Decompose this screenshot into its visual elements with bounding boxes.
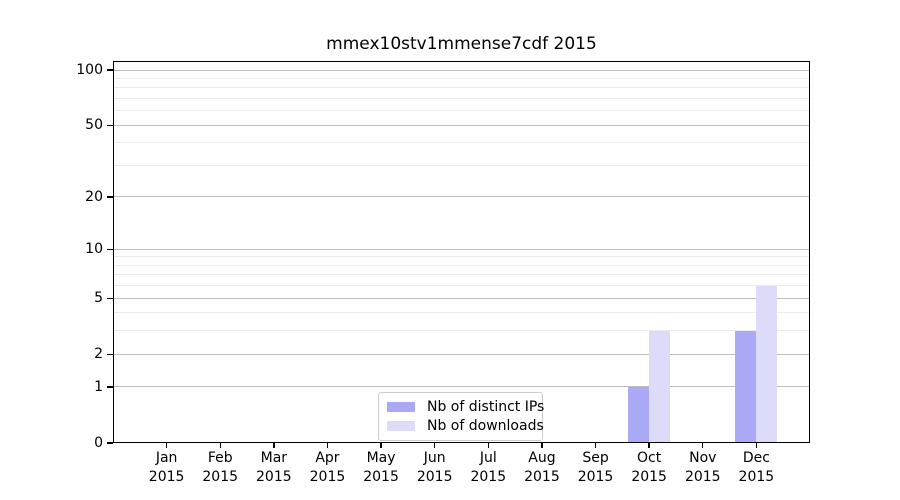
x-tick-label: Sep 2015 (556, 449, 636, 487)
y-gridline-major (113, 353, 810, 355)
x-tick-label: Oct 2015 (609, 449, 689, 487)
x-tick-label: Jan 2015 (127, 449, 207, 487)
x-tick-year: 2015 (363, 469, 399, 485)
bar-distinct-ips (628, 387, 650, 443)
x-tick-label: Jun 2015 (395, 449, 475, 487)
x-tick (380, 443, 382, 448)
y-tick-label: 20 (85, 188, 103, 205)
x-tick-month: Jul (479, 450, 497, 466)
x-tick-month: May (366, 450, 396, 466)
y-gridline-major (113, 297, 810, 299)
y-gridline-major (113, 124, 810, 126)
y-gridline-major (113, 248, 810, 250)
x-tick-label: Nov 2015 (663, 449, 743, 487)
x-tick-month: Sep (582, 450, 609, 466)
y-tick-label: 5 (94, 290, 103, 307)
y-tick (107, 196, 113, 198)
y-tick-label: 0 (94, 435, 103, 451)
x-tick-label: Dec 2015 (716, 449, 796, 487)
bar-downloads (649, 330, 671, 443)
x-tick-month: Apr (315, 450, 340, 466)
y-tick-label: 1 (94, 378, 103, 395)
x-tick-month: Oct (637, 450, 662, 466)
x-tick-year: 2015 (256, 469, 292, 485)
x-tick (755, 443, 758, 448)
legend-swatch (387, 402, 415, 412)
y-gridline-minor (113, 142, 810, 144)
y-tick (107, 386, 113, 388)
x-tick-month: Nov (689, 450, 717, 466)
x-tick-year: 2015 (309, 469, 346, 485)
y-tick (107, 248, 113, 250)
y-gridline-minor (113, 285, 810, 287)
x-tick (541, 443, 543, 448)
x-tick-label: May 2015 (341, 449, 421, 487)
x-tick-year: 2015 (524, 469, 560, 485)
x-tick (326, 443, 329, 448)
legend-item: Nb of downloads (385, 418, 544, 434)
x-tick-label: Feb 2015 (180, 449, 260, 487)
x-tick (648, 443, 650, 448)
y-gridline-minor (113, 110, 810, 112)
x-tick (433, 443, 436, 448)
x-tick-year: 2015 (738, 469, 775, 485)
x-tick-year: 2015 (202, 469, 239, 485)
y-tick (107, 297, 113, 299)
legend: Nb of distinct IPs Nb of downloads (378, 392, 544, 441)
x-tick-label: Aug 2015 (502, 449, 582, 487)
x-tick (702, 443, 704, 448)
x-tick (165, 443, 168, 448)
legend-item: Nb of distinct IPs (385, 399, 544, 415)
y-gridline-minor (113, 264, 810, 266)
legend-label: Nb of downloads (427, 418, 544, 434)
y-gridline-minor (113, 274, 810, 276)
x-tick (219, 443, 221, 448)
x-tick-label: Apr 2015 (287, 449, 367, 487)
x-tick-year: 2015 (631, 469, 667, 485)
x-tick-year: 2015 (577, 469, 614, 485)
y-gridline-minor (113, 330, 810, 332)
y-gridline-minor (113, 77, 810, 79)
y-tick (107, 442, 113, 444)
x-tick (273, 443, 275, 448)
x-tick-month: Dec (742, 450, 770, 466)
chart-title: mmex10stv1mmense7cdf 2015 (326, 34, 597, 54)
x-tick-year: 2015 (470, 469, 507, 485)
bar-distinct-ips (735, 330, 757, 443)
y-gridline-minor (113, 312, 810, 314)
y-tick-label: 100 (76, 62, 103, 79)
y-tick (107, 353, 113, 355)
x-tick-year: 2015 (148, 469, 185, 485)
y-gridline-minor (113, 165, 810, 166)
x-tick-year: 2015 (416, 469, 453, 485)
y-gridline-major (113, 69, 810, 71)
x-tick (487, 443, 489, 448)
y-gridline-major (113, 386, 810, 388)
y-tick-label: 10 (85, 241, 103, 258)
y-gridline-minor (113, 98, 810, 100)
x-tick-month: Jan (155, 450, 178, 466)
y-tick-label: 2 (94, 346, 103, 363)
x-tick-month: Aug (528, 450, 556, 466)
y-gridline-minor (113, 87, 810, 89)
x-tick-label: Jul 2015 (448, 449, 528, 487)
y-gridline-minor (113, 256, 810, 258)
y-tick-label: 50 (85, 117, 103, 134)
plot-area (113, 61, 810, 443)
y-gridline-major (113, 196, 810, 198)
bar-downloads (756, 285, 778, 443)
x-tick-month: Jun (423, 450, 446, 466)
x-tick-label: Mar 2015 (234, 449, 314, 487)
x-tick-month: Mar (260, 450, 288, 466)
legend-label: Nb of distinct IPs (427, 399, 545, 415)
x-tick-year: 2015 (684, 469, 721, 485)
y-tick (107, 69, 113, 71)
x-tick (594, 443, 597, 448)
y-tick (107, 124, 113, 126)
x-tick-month: Feb (207, 450, 233, 466)
legend-swatch (387, 421, 415, 431)
